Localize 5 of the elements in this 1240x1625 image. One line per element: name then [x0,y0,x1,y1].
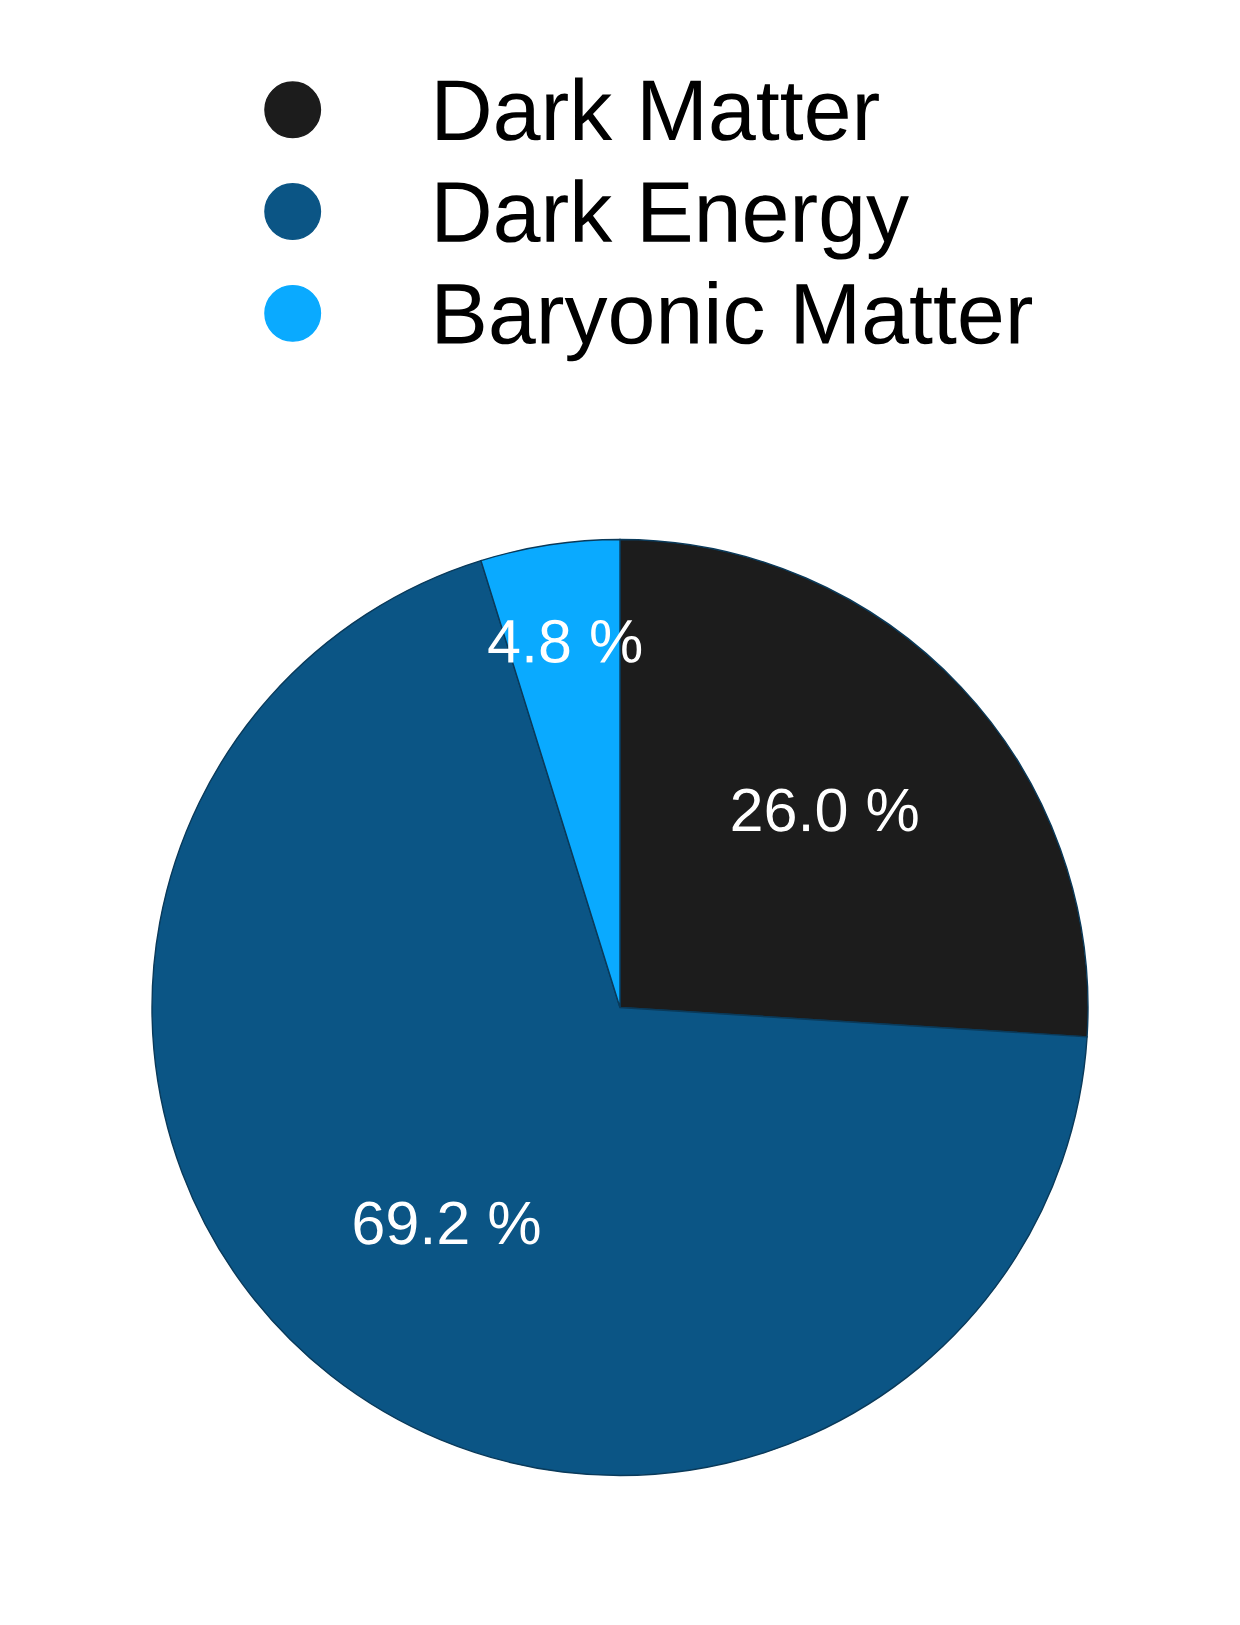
data-label: 69.2 % [354,1201,540,1245]
legend-label: Dark Energy [437,179,909,260]
legend-label: Baryonic Matter [437,281,1033,362]
legend-label: Dark Matter [437,77,879,141]
data-label: 26.0 % [732,788,918,832]
